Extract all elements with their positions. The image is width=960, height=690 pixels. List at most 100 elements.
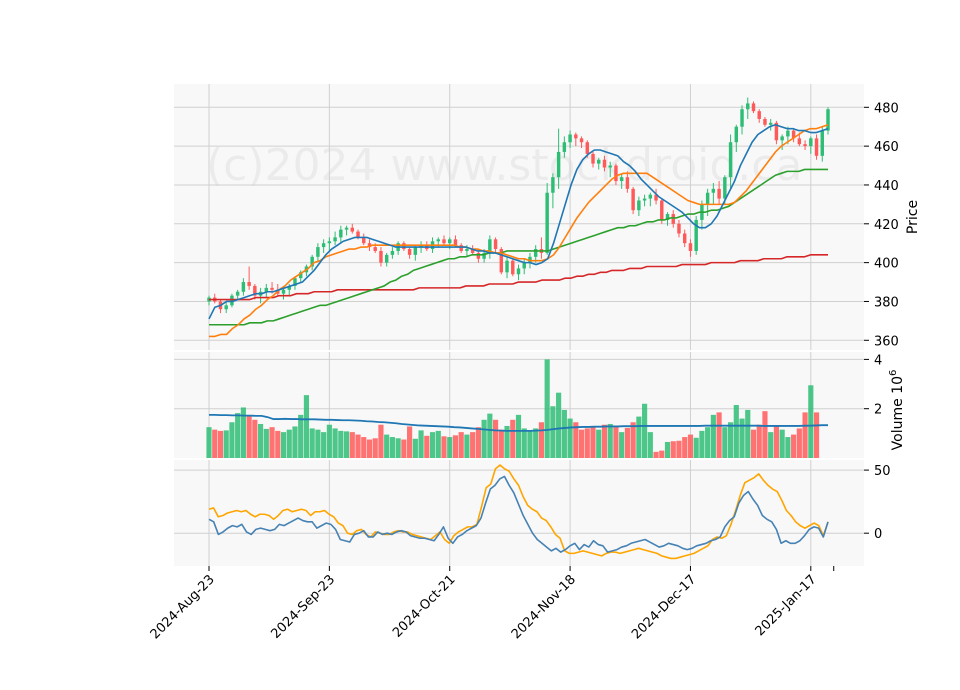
price-axis-title: Price	[905, 200, 921, 234]
candle-body	[826, 109, 830, 131]
candle-body	[728, 142, 733, 178]
candle-body	[820, 130, 824, 156]
candle-body	[230, 295, 234, 306]
price-ma-slow-line	[209, 168, 828, 326]
volume-bar	[727, 422, 734, 458]
candle-body	[499, 249, 504, 273]
volume-bar	[533, 428, 539, 458]
candle-body	[597, 159, 601, 164]
volume-bar	[624, 427, 630, 458]
volume-bar	[338, 430, 344, 458]
candle-body	[419, 245, 423, 248]
volume-bar	[223, 430, 229, 458]
volume-bar	[687, 434, 694, 458]
candle-body	[768, 122, 773, 125]
price-y-tick-label: 480	[874, 101, 899, 116]
candle-body	[528, 256, 532, 263]
volume-bar	[647, 432, 653, 458]
volume-bar	[395, 438, 401, 458]
volume-bar	[332, 428, 338, 458]
candle-body	[253, 285, 257, 296]
candle-body	[619, 177, 624, 182]
candle-body	[327, 241, 332, 244]
candle-body	[797, 138, 802, 145]
candle-body	[757, 111, 761, 119]
candle-body	[270, 287, 274, 290]
volume-bar	[515, 414, 522, 458]
volume-axis-title-exponent: 6	[888, 370, 899, 376]
candle-body	[740, 109, 744, 127]
volume-bar	[240, 407, 246, 458]
candle-body	[614, 165, 618, 182]
candle-body	[814, 138, 819, 156]
volume-bar	[286, 429, 292, 458]
volume-bar	[252, 419, 258, 458]
candle-body	[511, 260, 515, 275]
candle-body	[556, 151, 561, 178]
candle-body	[585, 142, 589, 154]
candle-body	[310, 256, 314, 267]
candle-body	[247, 282, 251, 286]
volume-bar	[292, 426, 298, 458]
volume-bar	[659, 450, 665, 458]
price-y-tick-label: 440	[874, 179, 899, 194]
volume-bar	[601, 424, 608, 458]
price-ma-fast-line	[208, 123, 829, 320]
volume-bar	[447, 437, 453, 458]
volume-bar	[596, 429, 602, 458]
price-y-tick-label: 400	[874, 257, 899, 272]
candle-body	[717, 188, 721, 199]
volume-ma-line	[209, 413, 828, 432]
candle-body	[407, 249, 412, 255]
watermark: (c)2024 www.stockdroid.ca	[206, 140, 802, 191]
candle-body	[648, 194, 653, 199]
candle-body	[654, 194, 658, 201]
volume-bar	[378, 424, 384, 458]
volume-bar	[452, 435, 459, 458]
volume-bar	[785, 437, 791, 458]
volume-bar	[590, 427, 596, 458]
volume-bar	[733, 405, 739, 458]
volume-bar	[544, 359, 550, 458]
x-tick-label: 2024-Aug-23	[148, 572, 218, 642]
volume-bar	[384, 434, 390, 458]
candle-body	[809, 138, 813, 147]
candle-body	[224, 305, 228, 310]
volume-bar	[556, 392, 562, 458]
volume-bar	[613, 427, 619, 458]
series-lines	[208, 123, 829, 560]
candle-body	[746, 103, 750, 110]
candle-body	[339, 229, 343, 238]
oscillator-panel	[174, 460, 864, 566]
candle-body	[551, 177, 555, 193]
volume-bar	[527, 430, 533, 458]
volume-bar	[745, 409, 751, 458]
volume-axis-title-text: Volume 10	[890, 376, 906, 450]
price-y-tick-label: 460	[874, 140, 899, 155]
volume-bar	[246, 415, 252, 458]
candle-body	[625, 177, 630, 189]
candle-body	[442, 239, 446, 244]
volume-bar	[424, 435, 430, 458]
volume-bar	[475, 427, 481, 458]
volume-bar	[538, 422, 545, 458]
volume-bar	[258, 423, 264, 458]
candle-body	[533, 249, 538, 257]
candle-body	[235, 291, 240, 296]
volume-bar	[619, 432, 625, 458]
volume-bar	[664, 441, 671, 458]
candle-body	[763, 118, 767, 125]
candle-body	[356, 231, 360, 238]
candle-body	[574, 134, 578, 139]
candle-body	[671, 214, 675, 224]
candle-body	[602, 159, 607, 168]
volume-bar	[487, 413, 493, 458]
volume-bars	[206, 359, 820, 458]
oscillator-b-line	[208, 464, 829, 560]
volume-bar	[418, 430, 424, 458]
candle-body	[379, 250, 383, 263]
candle-body	[751, 103, 756, 112]
candle-body	[694, 219, 698, 251]
volume-bar	[710, 414, 716, 458]
volume-bar	[309, 428, 315, 458]
